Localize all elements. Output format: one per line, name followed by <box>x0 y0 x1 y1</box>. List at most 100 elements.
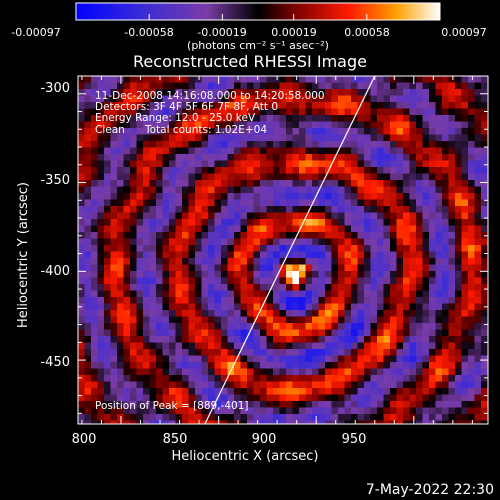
heatmap-cell <box>487 368 488 376</box>
heatmap-cell <box>409 115 417 122</box>
heatmap-cell <box>292 245 300 252</box>
heatmap-cell <box>195 238 202 246</box>
heatmap-cell <box>357 225 365 233</box>
heatmap-cell <box>130 167 137 174</box>
heatmap-cell <box>338 258 345 265</box>
heatmap-cell <box>331 401 339 408</box>
heatmap-cell <box>91 121 98 129</box>
heatmap-cell <box>416 420 423 424</box>
heatmap-cell <box>364 245 371 252</box>
heatmap-cell <box>468 349 475 356</box>
heatmap-cell <box>279 219 287 226</box>
heatmap-cell <box>279 310 287 317</box>
heatmap-cell <box>260 349 267 356</box>
heatmap-cell <box>383 258 391 265</box>
heatmap-cell <box>260 336 267 343</box>
heatmap-cell <box>221 277 228 285</box>
heatmap-cell <box>253 368 261 376</box>
heatmap-cell <box>162 232 170 239</box>
heatmap-cell <box>84 342 92 350</box>
heatmap-cell <box>279 375 287 382</box>
heatmap-cell <box>357 95 365 103</box>
heatmap-cell <box>390 310 397 317</box>
heatmap-cell <box>247 303 254 311</box>
heatmap-cell <box>435 89 443 96</box>
heatmap-cell <box>279 89 287 96</box>
heatmap-cell <box>78 115 85 122</box>
heatmap-cell <box>156 225 163 233</box>
heatmap-cell <box>97 355 105 363</box>
heatmap-cell <box>331 121 339 129</box>
heatmap-cell <box>97 238 105 246</box>
heatmap-cell <box>416 349 423 356</box>
heatmap-cell <box>383 336 391 343</box>
heatmap-cell <box>78 264 85 272</box>
heatmap-cell <box>448 277 456 285</box>
heatmap-cell <box>370 258 378 265</box>
heatmap-cell <box>364 271 371 278</box>
heatmap-cell <box>247 388 254 395</box>
heatmap-cell <box>175 238 183 246</box>
heatmap-cell <box>221 310 228 317</box>
heatmap-cell <box>422 407 430 415</box>
heatmap-cell <box>240 173 248 181</box>
heatmap-cell <box>429 206 436 213</box>
heatmap-cell <box>117 115 124 122</box>
heatmap-cell <box>136 102 144 109</box>
heatmap-cell <box>331 388 339 395</box>
heatmap-cell <box>403 160 410 168</box>
heatmap-cell <box>305 297 313 304</box>
heatmap-cell <box>318 251 326 259</box>
heatmap-cell <box>110 160 118 168</box>
heatmap-cell <box>188 401 196 408</box>
heatmap-cell <box>364 407 371 415</box>
heatmap-cell <box>78 154 85 161</box>
heatmap-cell <box>422 362 430 369</box>
heatmap-cell <box>351 368 358 376</box>
heatmap-cell <box>221 284 228 291</box>
heatmap-cell <box>312 388 319 395</box>
heatmap-cell <box>123 271 131 278</box>
heatmap-cell <box>396 82 404 90</box>
heatmap-cell <box>305 128 313 135</box>
heatmap-cell <box>318 401 326 408</box>
heatmap-cell <box>78 284 85 291</box>
heatmap-cell <box>312 401 319 408</box>
heatmap-cell <box>351 271 358 278</box>
heatmap-cell <box>292 271 300 278</box>
heatmap-cell <box>227 336 235 343</box>
heatmap-cell <box>416 154 423 161</box>
heatmap-cell <box>383 206 391 213</box>
heatmap-cell <box>214 375 222 382</box>
heatmap-cell <box>130 82 137 90</box>
heatmap-cell <box>390 154 397 161</box>
heatmap-cell <box>351 329 358 337</box>
heatmap-cell <box>461 147 469 155</box>
heatmap-cell <box>201 251 209 259</box>
heatmap-cell <box>78 89 85 96</box>
heatmap-cell <box>299 141 306 148</box>
heatmap-cell <box>240 193 248 200</box>
heatmap-cell <box>461 401 469 408</box>
heatmap-cell <box>455 258 462 265</box>
heatmap-cell <box>221 407 228 415</box>
heatmap-cell <box>286 297 293 304</box>
heatmap-cell <box>487 108 488 116</box>
heatmap-cell <box>227 271 235 278</box>
heatmap-cell <box>273 290 280 298</box>
heatmap-cell <box>403 115 410 122</box>
heatmap-cell <box>149 238 157 246</box>
heatmap-cell <box>208 342 215 350</box>
heatmap-cell <box>195 180 202 187</box>
heatmap-cell <box>214 102 222 109</box>
heatmap-cell <box>240 362 248 369</box>
heatmap-cell <box>455 349 462 356</box>
heatmap-cell <box>97 303 105 311</box>
heatmap-cell <box>130 362 137 369</box>
heatmap-cell <box>403 89 410 96</box>
heatmap-cell <box>266 329 274 337</box>
heatmap-cell <box>422 277 430 285</box>
heatmap-cell <box>468 225 475 233</box>
heatmap-cell <box>156 414 163 421</box>
heatmap-cell <box>331 232 339 239</box>
